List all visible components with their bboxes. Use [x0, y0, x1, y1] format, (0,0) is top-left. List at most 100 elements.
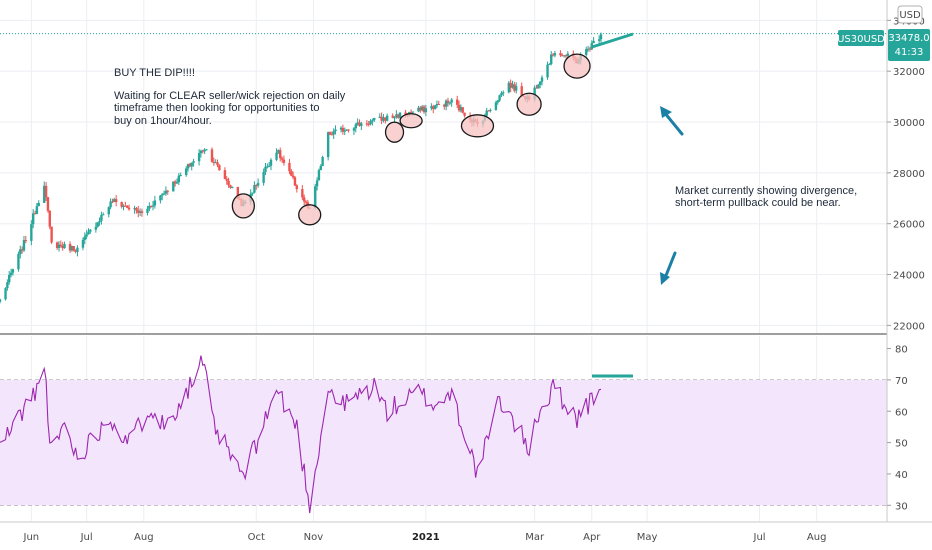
- dip-circle[interactable]: [231, 193, 255, 219]
- candle-body: [269, 159, 273, 166]
- candle: [229, 184, 232, 189]
- divergence-note-line-2: short-term pullback could be near.: [675, 197, 841, 209]
- price-tick-label: 30000: [893, 118, 925, 129]
- candle: [332, 128, 335, 140]
- candle-body: [229, 185, 232, 188]
- candle-body: [409, 111, 413, 113]
- candle: [369, 119, 372, 126]
- candle: [113, 197, 116, 203]
- candle: [380, 112, 383, 125]
- candle-body: [253, 185, 256, 193]
- candle: [172, 181, 175, 192]
- candle-body: [332, 131, 335, 135]
- arrow-up-icon[interactable]: [660, 106, 684, 136]
- candle: [339, 126, 343, 133]
- bar-countdown: 41:33: [895, 47, 924, 58]
- time-tick-label: Aug: [807, 532, 827, 543]
- candle-body: [369, 120, 372, 125]
- divergence-note-line-1: Market currently showing divergence,: [675, 185, 857, 197]
- candle-body: [435, 103, 439, 106]
- candle-body: [85, 234, 88, 237]
- candle: [443, 103, 446, 110]
- candle: [511, 80, 514, 89]
- divergence-trendline[interactable]: [591, 32, 634, 49]
- candle: [301, 184, 304, 201]
- candle-body: [33, 213, 37, 215]
- candle: [588, 46, 592, 52]
- candle-body: [393, 117, 396, 119]
- candle-body: [334, 129, 337, 132]
- candle-body: [411, 111, 415, 113]
- dip-circle[interactable]: [516, 92, 542, 116]
- dip-circle[interactable]: [298, 204, 322, 226]
- candle: [74, 249, 77, 254]
- candle-body: [111, 201, 114, 203]
- dip-circles: [231, 53, 591, 226]
- dip-circle[interactable]: [460, 114, 495, 138]
- candle-body: [31, 213, 35, 225]
- symbol-badge[interactable]: US30USD: [837, 30, 885, 46]
- candle-body: [443, 104, 446, 107]
- candle: [46, 196, 50, 213]
- rsi-line: [0, 355, 602, 514]
- candle-body: [553, 53, 557, 56]
- rsi-axis[interactable]: 30 40 50 60 70 80: [887, 345, 908, 513]
- candle: [395, 110, 398, 119]
- candle-body: [290, 171, 293, 176]
- candle: [199, 149, 203, 158]
- candle: [356, 118, 359, 126]
- currency-button[interactable]: USD: [897, 5, 923, 24]
- candle: [496, 100, 499, 105]
- rsi-tick-label: 80: [895, 345, 908, 356]
- dip-circle[interactable]: [384, 121, 405, 143]
- candle: [586, 45, 590, 52]
- candle: [446, 97, 450, 107]
- candle-body: [378, 116, 381, 118]
- candle-body: [138, 211, 142, 213]
- candle: [137, 205, 140, 218]
- candle-body: [564, 55, 568, 57]
- last-price-badge[interactable]: 33478.0 41:33: [888, 29, 930, 61]
- candle-body: [446, 100, 450, 103]
- candle: [266, 163, 269, 169]
- candle: [326, 131, 330, 161]
- candle-body: [433, 105, 437, 109]
- candle-body: [177, 175, 181, 183]
- candle: [371, 118, 374, 126]
- time-axis[interactable]: Jun Jul Aug Oct Nov 2021 Mar Apr May Jul Aug: [23, 532, 827, 543]
- candle: [114, 195, 118, 207]
- candle: [214, 159, 217, 164]
- candle-body: [533, 87, 536, 100]
- candle-body: [74, 250, 77, 252]
- candle-body: [57, 244, 61, 249]
- candle: [345, 129, 348, 131]
- candle: [8, 271, 11, 285]
- candle-body: [70, 246, 74, 251]
- candle-body: [20, 249, 24, 251]
- dip-circle[interactable]: [399, 113, 423, 129]
- candle-body: [339, 127, 343, 130]
- candle-body: [100, 215, 103, 221]
- candle-body: [487, 110, 490, 112]
- candle-body: [137, 210, 140, 213]
- dip-circle[interactable]: [563, 53, 591, 79]
- candle-body: [59, 244, 63, 246]
- candle: [509, 79, 512, 93]
- candle: [352, 127, 356, 136]
- candle-body: [382, 117, 385, 121]
- candle: [302, 194, 306, 206]
- candle-body: [175, 182, 179, 184]
- last-price-value: 33478.0: [888, 33, 929, 44]
- candle-body: [236, 186, 240, 199]
- candle-body: [546, 64, 549, 78]
- candle-body: [461, 107, 464, 113]
- candle-body: [227, 180, 230, 186]
- candle-body: [161, 194, 164, 196]
- candle-body: [540, 77, 544, 82]
- candle-body: [380, 116, 383, 121]
- candle: [391, 113, 394, 119]
- price-axis[interactable]: 22000240002600028000300003200034000: [887, 16, 925, 332]
- arrow-down-icon[interactable]: [660, 251, 677, 285]
- candle: [393, 116, 396, 122]
